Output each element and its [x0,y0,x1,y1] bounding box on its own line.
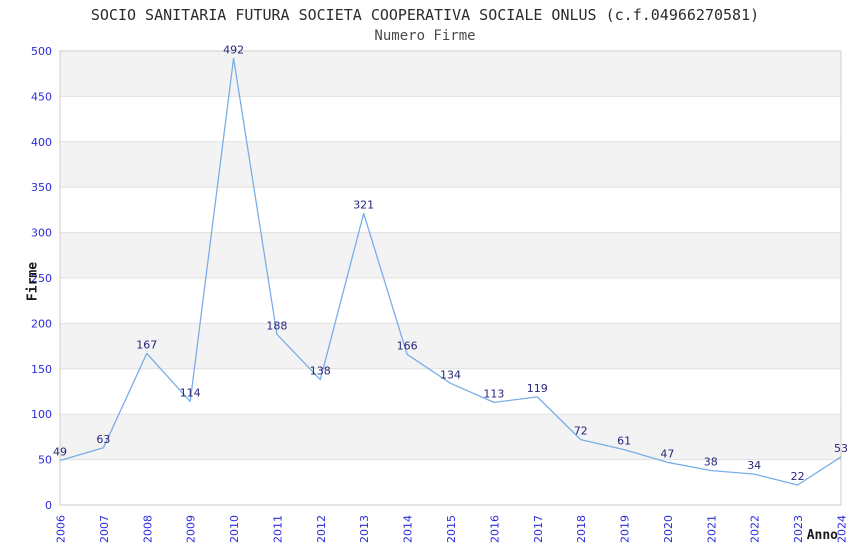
x-tick-label: 2006 [55,515,68,543]
grid-band [60,459,841,505]
data-point-label: 113 [483,387,504,400]
x-tick-label: 2019 [619,515,632,543]
x-tick-label: 2008 [141,515,154,543]
data-point-label: 167 [136,338,157,351]
grid-band [60,141,841,188]
x-tick-label: 2022 [749,515,762,543]
data-point-label: 22 [791,470,805,483]
data-point-label: 188 [266,319,287,332]
x-tick-label: 2015 [445,515,458,543]
y-tick-label: 50 [38,454,52,467]
x-tick-label: 2010 [228,515,241,543]
x-tick-label: 2011 [271,515,284,543]
x-tick-label: 2021 [705,515,718,543]
y-tick-label: 400 [31,136,52,149]
data-point-label: 492 [223,43,244,56]
grid-band [60,278,841,324]
data-point-label: 49 [53,446,67,459]
y-tick-label: 350 [31,181,52,194]
data-point-label: 119 [527,382,548,395]
series-line [59,57,842,486]
x-tick-label: 2020 [662,515,675,543]
grid-band [60,323,841,369]
y-tick-label: 150 [31,363,52,376]
plot-border [59,50,842,506]
x-axis-title: Anno [806,528,838,543]
x-tick-label: 2016 [488,515,501,543]
data-point-label: 114 [180,387,201,400]
x-tick-label: 2018 [575,515,588,543]
x-tick-label: 2014 [402,515,415,543]
x-tick-label: 2023 [792,515,805,543]
grid-band [60,414,841,460]
data-point-label: 47 [660,447,674,460]
x-tick-label: 2013 [358,515,371,543]
x-tick-label: 2007 [98,515,111,543]
y-tick-label: 0 [45,499,52,512]
y-tick-label: 250 [31,272,52,285]
data-point-label: 63 [96,433,110,446]
grid-band [60,51,841,97]
data-point-label: 134 [440,368,461,381]
data-point-label: 34 [747,459,761,472]
grid-band [60,368,841,415]
data-point-label: 166 [397,339,418,352]
x-tick-label: 2012 [315,515,328,543]
data-point-label: 321 [353,199,374,212]
grid-band [60,187,841,233]
chart-subtitle: Numero Firme [374,28,476,44]
y-tick-label: 450 [31,90,52,103]
y-tick-label: 500 [31,45,52,58]
x-tick-label: 2017 [532,515,545,543]
grid-band [60,232,841,278]
x-tick-label: 2009 [185,515,198,543]
data-point-label: 53 [834,442,848,455]
data-point-label: 138 [310,365,331,378]
data-point-label: 72 [574,425,588,438]
grid-band [60,96,841,142]
data-point-label: 61 [617,435,631,448]
y-tick-label: 300 [31,227,52,240]
y-tick-label: 100 [31,408,52,421]
data-point-label: 38 [704,456,718,469]
x-tick-label: 2024 [836,515,849,543]
y-axis-title: Firme [25,261,41,302]
chart-title: SOCIO SANITARIA FUTURA SOCIETA COOPERATI… [90,6,760,24]
y-tick-label: 200 [31,317,52,330]
